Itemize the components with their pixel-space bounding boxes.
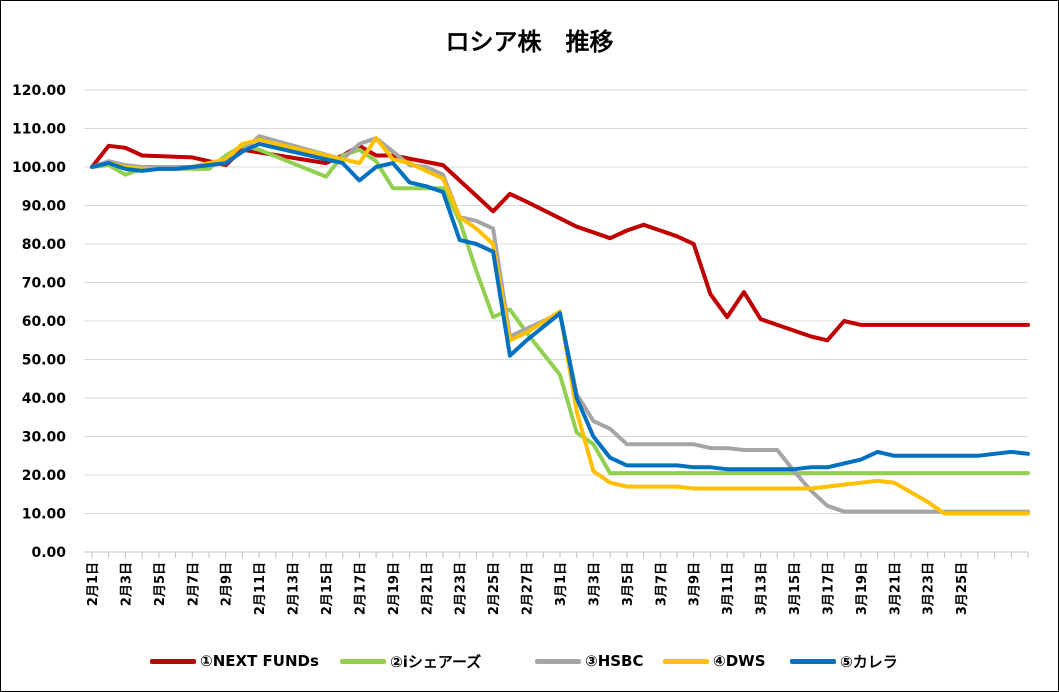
y-tick-label: 40.00	[22, 391, 67, 407]
x-tick-label: 2月7日	[186, 562, 201, 606]
x-tick-label: 3月15日	[788, 562, 803, 615]
x-tick-label: 3月13日	[755, 562, 770, 615]
x-tick-label: 3月9日	[688, 562, 703, 606]
x-tick-label: 2月5日	[153, 562, 168, 606]
legend-swatch	[340, 658, 386, 664]
y-tick-label: 80.00	[22, 237, 67, 253]
x-tick-label: 3月17日	[821, 562, 836, 615]
x-tick-label: 2月3日	[119, 562, 134, 606]
x-tick-label: 2月9日	[220, 562, 235, 606]
x-tick-label: 3月21日	[888, 562, 903, 615]
y-tick-label: 10.00	[22, 507, 67, 523]
y-tick-label: 0.00	[31, 545, 66, 561]
legend-item-5: ⑤カレラ	[790, 646, 898, 676]
legend-swatch	[535, 658, 581, 664]
legend-label: ①NEXT FUNDs	[200, 652, 319, 670]
x-tick-label: 2月1日	[86, 562, 101, 606]
x-tick-label: 2月27日	[521, 562, 536, 615]
x-tick-label: 2月25日	[487, 562, 502, 615]
series-line-1	[90, 143, 1030, 343]
x-tick-label: 3月3日	[587, 562, 602, 606]
x-tick-label: 3月11日	[721, 562, 736, 615]
x-tick-label: 3月23日	[922, 562, 937, 615]
legend-item-2: ②iシェアーズ	[340, 646, 481, 676]
y-tick-label: 70.00	[22, 276, 67, 292]
y-tick-label: 120.00	[12, 83, 66, 99]
x-tick-label: 2月11日	[253, 562, 268, 615]
x-tick-label: 2月13日	[287, 562, 302, 615]
legend-label: ④DWS	[713, 652, 766, 670]
x-tick-label: 2月15日	[320, 562, 335, 615]
x-tick-label: 2月17日	[353, 562, 368, 615]
legend-swatch	[790, 658, 836, 664]
legend-swatch	[150, 658, 196, 664]
y-tick-label: 110.00	[12, 122, 66, 138]
series-line-4	[90, 136, 1030, 516]
legend-item-3: ③HSBC	[535, 646, 644, 676]
legend-item-1: ①NEXT FUNDs	[150, 646, 319, 676]
y-tick-label: 30.00	[22, 430, 67, 446]
x-tick-label: 2月19日	[387, 562, 402, 615]
x-tick-label: 3月19日	[855, 562, 870, 615]
y-tick-label: 90.00	[22, 199, 67, 215]
y-tick-label: 20.00	[22, 468, 67, 484]
y-tick-label: 50.00	[22, 353, 67, 369]
chart-title: ロシア株 推移	[445, 28, 614, 56]
legend-label: ⑤カレラ	[840, 652, 898, 671]
x-tick-label: 3月1日	[554, 562, 569, 606]
x-tick-label: 3月7日	[654, 562, 669, 606]
legend-label: ②iシェアーズ	[390, 652, 482, 671]
legend-swatch	[663, 658, 709, 664]
x-tick-label: 3月25日	[955, 562, 970, 615]
legend-label: ③HSBC	[585, 652, 644, 670]
series-line-5	[90, 141, 1030, 472]
x-tick-label: 2月23日	[454, 562, 469, 615]
legend: ①NEXT FUNDs ②iシェアーズ ③HSBC ④DWS ⑤カレラ	[0, 646, 1059, 676]
legend-item-4: ④DWS	[663, 646, 766, 676]
x-tick-label: 3月5日	[621, 562, 636, 606]
y-tick-label: 100.00	[12, 160, 66, 176]
y-tick-label: 60.00	[22, 314, 67, 330]
x-tick-label: 2月21日	[420, 562, 435, 615]
